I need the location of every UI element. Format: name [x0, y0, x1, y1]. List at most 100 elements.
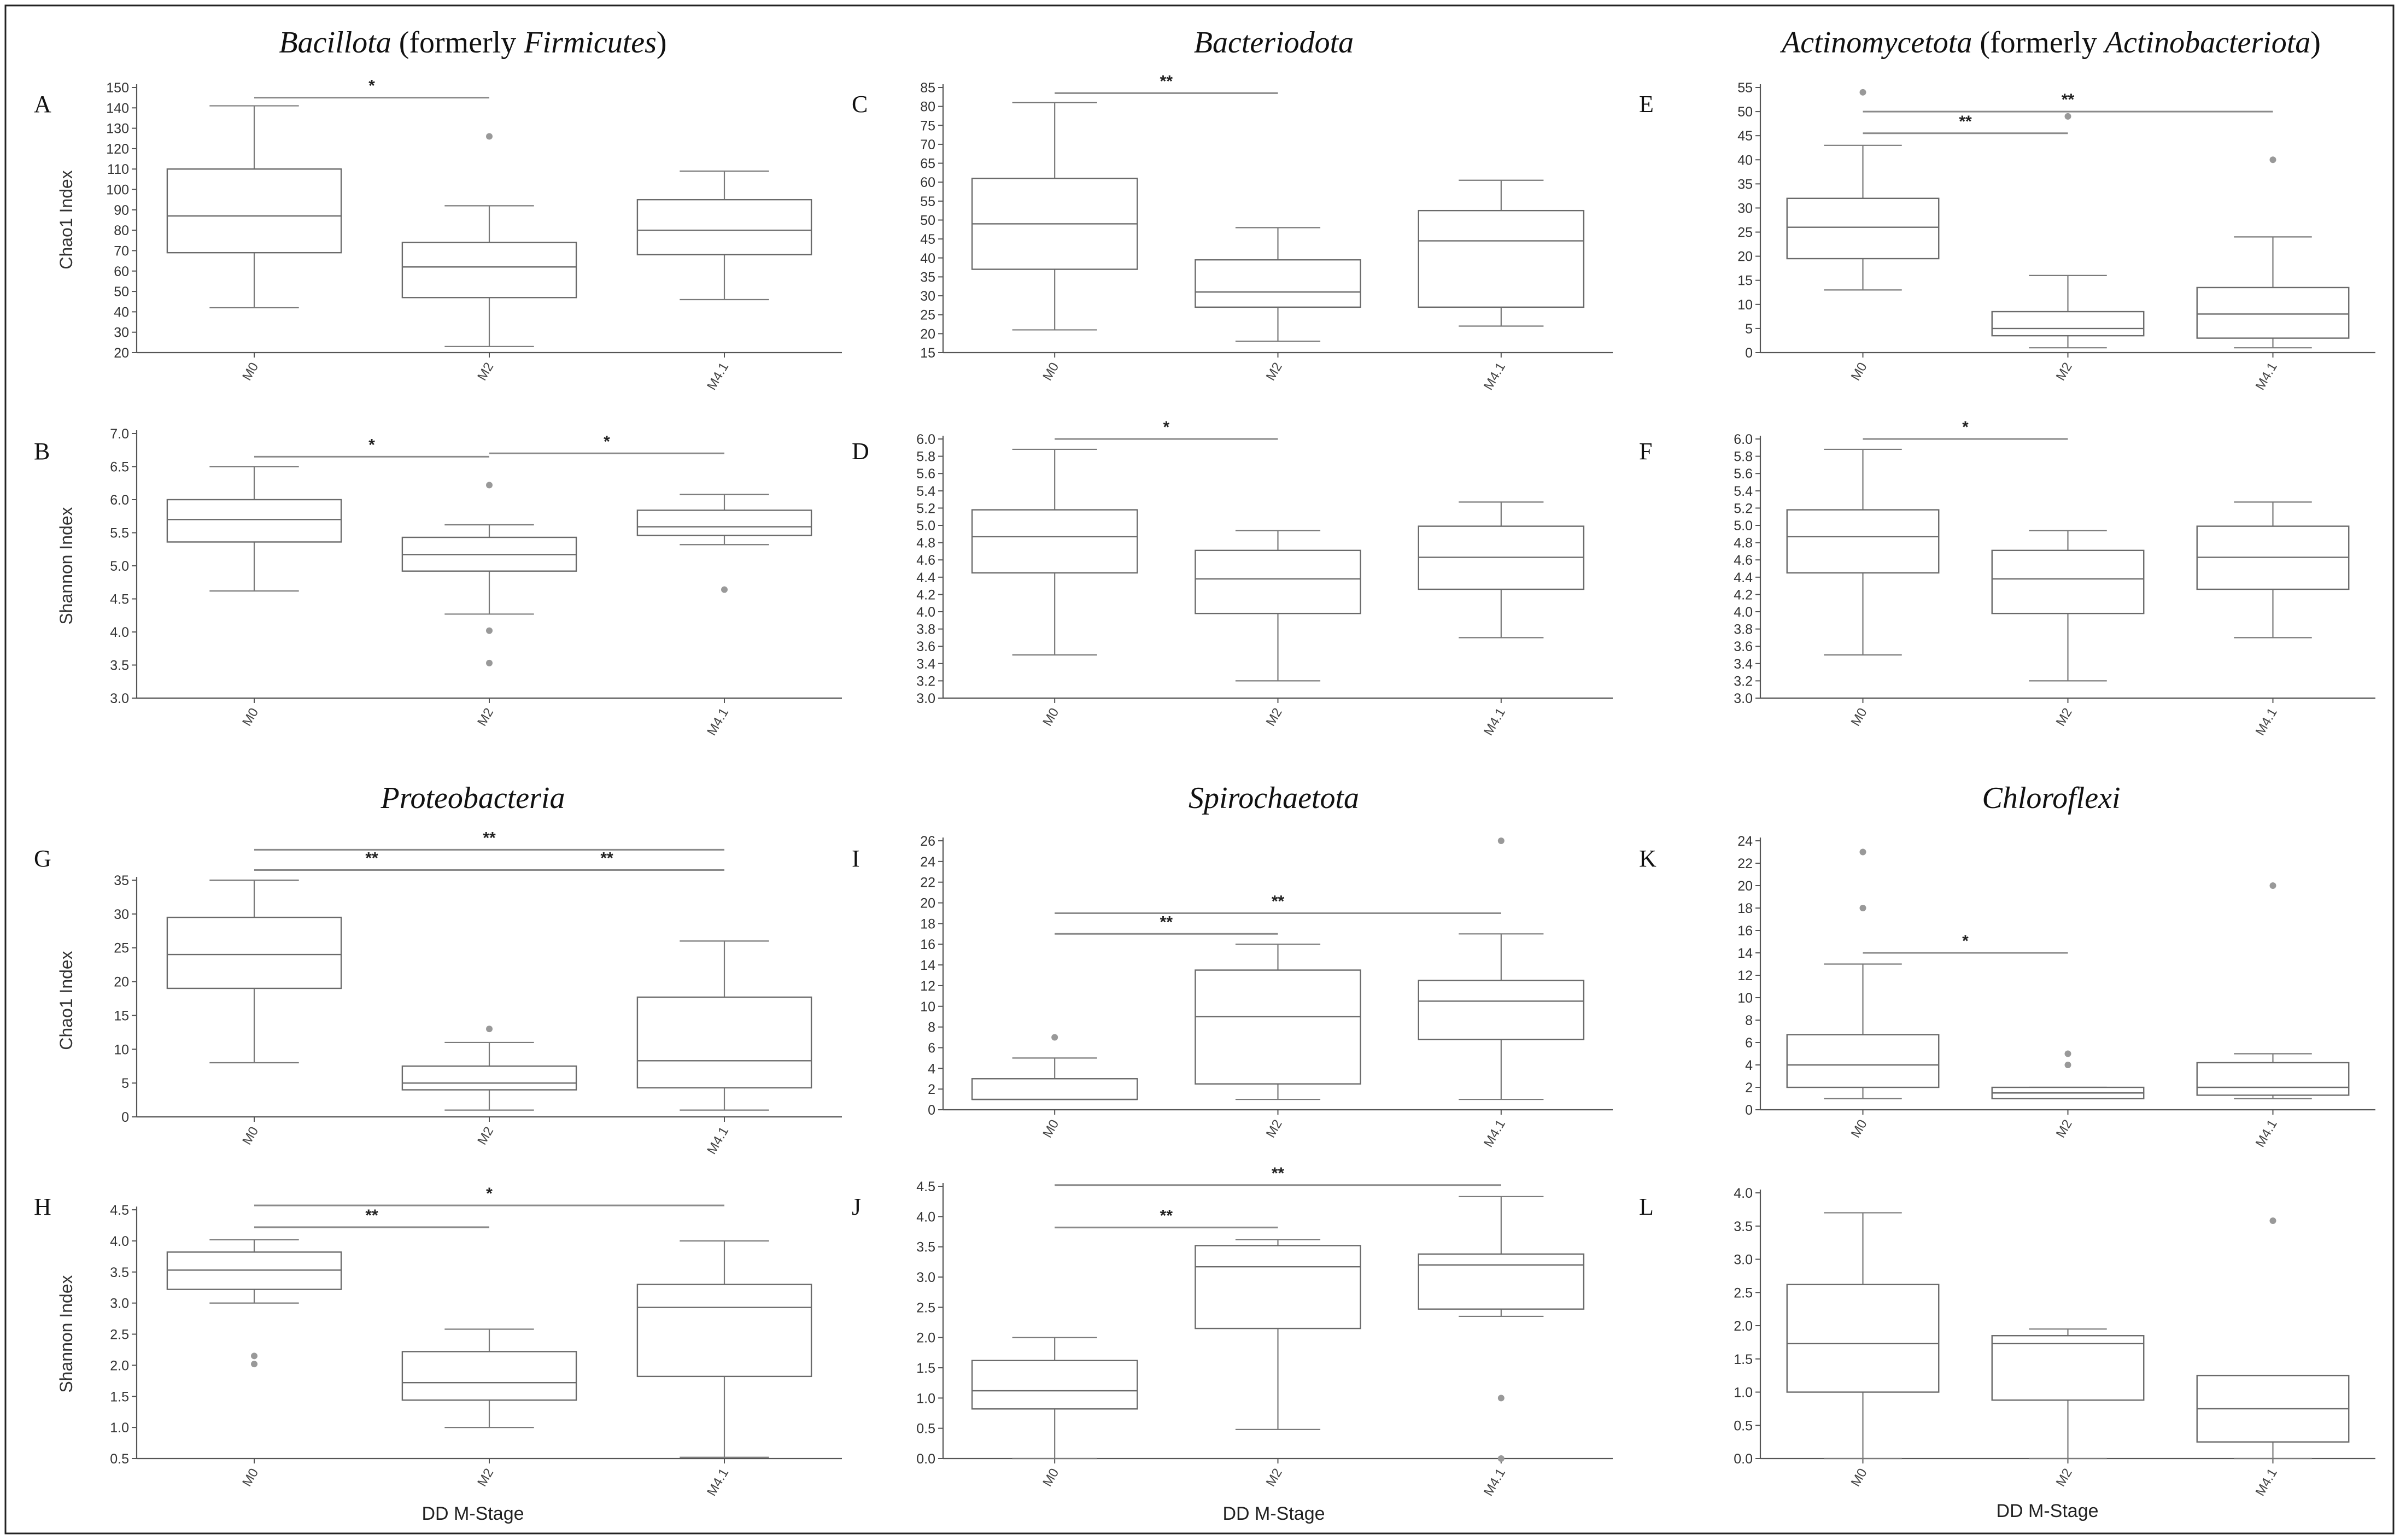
y-tick-label-L-3: 1.5	[1734, 1352, 1753, 1367]
x-tick-label-D-2: M4.1	[1481, 706, 1508, 739]
y-tick-label-J-6: 3.0	[916, 1270, 935, 1285]
y-tick-label-D-6: 4.2	[916, 587, 935, 602]
panel-title-4-part-1: Proteobacteria	[381, 781, 565, 815]
y-tick-label-A-12: 140	[106, 101, 129, 116]
panel-letter-D: D	[852, 438, 869, 465]
y-tick-label-K-8: 16	[1737, 923, 1753, 939]
y-tick-label-C-11: 70	[920, 137, 935, 153]
y-tick-label-I-9: 18	[920, 916, 935, 932]
y-tick-label-J-5: 2.5	[916, 1300, 935, 1315]
significance-label-I-1: **	[1272, 892, 1285, 910]
panel-title-3-part-3: Actinobacteriota	[2103, 26, 2310, 60]
y-tick-label-C-3: 30	[920, 289, 935, 304]
x-tick-label-G-0: M0	[239, 1125, 261, 1147]
panel-J: J 0.0 0.5 1.0 1.5 2.0 2.5 3.0 3.5 4.0 4.5 M0 M2 M4.1 *…	[852, 1164, 1613, 1498]
y-tick-label-E-0: 0	[1745, 346, 1753, 361]
box-A-M2	[401, 133, 577, 347]
panel-title-6-part-1: Chloroflexi	[1982, 781, 2120, 815]
y-tick-label-E-8: 40	[1737, 153, 1753, 168]
y-tick-label-A-7: 90	[114, 203, 129, 218]
box-C-M4.1	[1418, 179, 1585, 327]
box-L-M4.1	[2196, 1217, 2350, 1460]
y-tick-label-K-10: 20	[1737, 879, 1753, 894]
significance-label-E-1: **	[2062, 91, 2075, 109]
y-tick-label-L-4: 2.0	[1734, 1319, 1753, 1334]
outlier-point-0	[1497, 838, 1505, 844]
panel-letter-H: H	[34, 1193, 51, 1220]
box-K-M4.1	[2196, 882, 2350, 1099]
significance-label-J-0: **	[1160, 1207, 1173, 1225]
significance-label-A-0: *	[368, 77, 375, 95]
iqr-box	[1991, 1335, 2145, 1401]
y-tick-label-E-1: 5	[1745, 321, 1753, 337]
significance-label-H-1: *	[486, 1185, 493, 1203]
box-F-M0	[1786, 448, 1940, 656]
y-tick-label-G-5: 25	[114, 941, 129, 956]
y-tick-label-D-14: 5.8	[916, 449, 935, 465]
panel-title-1-part-3: Firmicutes	[523, 26, 657, 60]
y-tick-label-H-4: 2.5	[110, 1327, 129, 1343]
y-tick-label-A-11: 130	[106, 121, 129, 137]
box-B-M4.1	[636, 494, 812, 593]
y-tick-label-D-10: 5.0	[916, 518, 935, 534]
y-tick-label-L-0: 0.0	[1734, 1451, 1753, 1467]
significance-label-K-0: *	[1962, 932, 1969, 950]
x-tick-label-C-2: M4.1	[1481, 360, 1508, 393]
iqr-box	[1195, 259, 1361, 308]
y-tick-label-A-3: 50	[114, 284, 129, 300]
box-L-M2	[1991, 1328, 2145, 1460]
y-tick-label-H-7: 4.0	[110, 1234, 129, 1249]
y-tick-label-H-5: 3.0	[110, 1296, 129, 1311]
iqr-box	[166, 916, 342, 989]
y-tick-label-A-0: 20	[114, 346, 129, 361]
y-tick-label-D-9: 4.8	[916, 536, 935, 551]
box-I-M4.1	[1418, 838, 1585, 1100]
box-I-M2	[1195, 944, 1361, 1100]
box-C-M2	[1195, 227, 1361, 342]
box-F-M4.1	[2196, 501, 2350, 639]
iqr-box	[1786, 197, 1940, 260]
box-G-M0	[166, 879, 342, 1064]
panel-D: D 3.0 3.2 3.4 3.6 3.8 4.0 4.2 4.4 4.6 4.8 5.0 5.2 5.4…	[852, 418, 1613, 738]
outlier-point-0	[2269, 156, 2276, 163]
outlier-point-1	[2064, 1062, 2071, 1068]
y-tick-label-I-7: 14	[920, 958, 935, 973]
box-E-M0	[1786, 89, 1940, 291]
y-tick-label-B-5: 5.5	[110, 526, 129, 541]
box-H-M4.1	[636, 1240, 812, 1458]
y-tick-label-L-6: 3.0	[1734, 1252, 1753, 1268]
x-tick-label-C-0: M0	[1040, 360, 1062, 383]
y-tick-label-D-3: 3.6	[916, 639, 935, 654]
y-tick-label-A-9: 110	[107, 162, 129, 177]
y-tick-label-E-10: 50	[1737, 104, 1753, 120]
iqr-box	[636, 198, 812, 256]
y-tick-label-F-0: 3.0	[1734, 691, 1753, 706]
panel-letter-E: E	[1639, 91, 1654, 118]
y-tick-label-A-13: 150	[106, 80, 129, 96]
x-tick-label-I-1: M2	[1263, 1117, 1285, 1140]
iqr-box	[1195, 549, 1361, 614]
panel-title-1-part-1: Bacillota	[279, 26, 391, 60]
y-tick-label-C-8: 55	[920, 194, 935, 209]
y-tick-label-F-11: 5.2	[1734, 501, 1753, 516]
significance-label-H-0: **	[365, 1207, 378, 1225]
panel-title-2: Bacteriodota	[1194, 26, 1354, 60]
box-E-M2	[1991, 113, 2145, 349]
iqr-box	[1991, 311, 2145, 337]
box-B-M0	[166, 466, 342, 592]
panel-title-3: Actinomycetota (formerly Actinobacteriot…	[1779, 26, 2321, 60]
y-tick-label-F-15: 6.0	[1734, 432, 1753, 447]
iqr-box	[2196, 1062, 2350, 1096]
y-tick-label-G-0: 0	[121, 1110, 129, 1125]
box-H-M0	[166, 1239, 342, 1368]
y-tick-label-I-4: 8	[928, 1020, 935, 1035]
y-axis-label-A: Chao1 Index	[56, 170, 76, 269]
y-axis-label-B: Shannon Index	[56, 507, 76, 624]
x-tick-label-B-1: M2	[475, 706, 496, 729]
box-K-M0	[1786, 848, 1940, 1099]
y-tick-label-B-1: 3.5	[110, 658, 129, 674]
y-tick-label-D-5: 4.0	[916, 605, 935, 620]
y-tick-label-B-7: 6.5	[110, 460, 129, 475]
y-tick-label-L-5: 2.5	[1734, 1285, 1753, 1301]
box-B-M2	[401, 482, 577, 666]
